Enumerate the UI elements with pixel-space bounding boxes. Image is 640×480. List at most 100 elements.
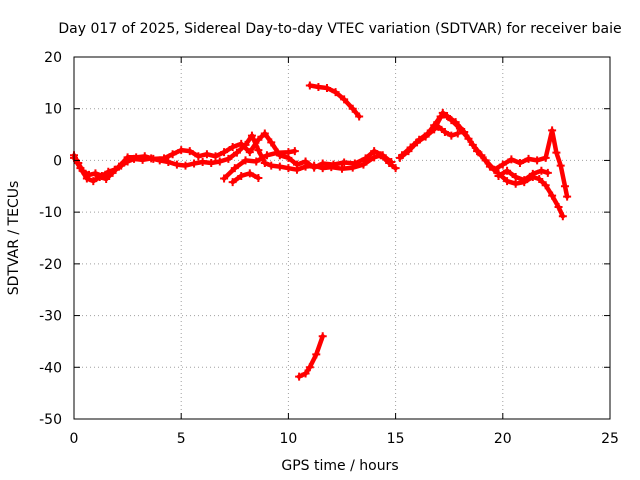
data-point-marker bbox=[438, 108, 447, 117]
data-point-marker bbox=[318, 332, 327, 341]
data-point-marker bbox=[207, 159, 216, 168]
data-point-marker bbox=[520, 176, 529, 185]
data-point-marker bbox=[211, 152, 220, 161]
data-point-marker bbox=[82, 174, 91, 183]
data-point-marker bbox=[262, 151, 271, 160]
data-point-marker bbox=[378, 151, 387, 160]
data-point-marker bbox=[329, 160, 338, 169]
data-point-marker bbox=[172, 160, 181, 169]
data-point-marker bbox=[322, 84, 331, 93]
data-point-marker bbox=[361, 154, 370, 163]
data-point-marker bbox=[232, 148, 241, 157]
y-axis-label: SDTVAR / TECUs bbox=[6, 181, 22, 296]
data-point-marker bbox=[490, 165, 499, 174]
data-point-marker bbox=[185, 147, 194, 156]
data-point-marker bbox=[370, 147, 379, 156]
data-point-marker bbox=[413, 138, 422, 147]
data-point-marker bbox=[348, 104, 357, 113]
data-point-marker bbox=[338, 164, 346, 173]
data-point-marker bbox=[123, 153, 132, 162]
data-point-marker bbox=[331, 88, 340, 97]
data-point-marker bbox=[252, 157, 261, 166]
data-point-marker bbox=[190, 159, 199, 168]
data-point-marker bbox=[355, 112, 364, 121]
x-tick-label: 0 bbox=[70, 431, 79, 447]
data-point-marker bbox=[108, 168, 117, 177]
data-point-marker bbox=[194, 152, 203, 161]
data-point-marker bbox=[528, 169, 537, 178]
data-point-marker bbox=[447, 131, 456, 140]
data-point-marker bbox=[245, 169, 254, 178]
data-point-marker bbox=[481, 156, 490, 165]
data-point-marker bbox=[102, 175, 111, 184]
y-tick-label: -40 bbox=[39, 360, 62, 376]
x-axis-label: GPS time / hours bbox=[281, 458, 398, 474]
data-point-marker bbox=[473, 147, 482, 156]
data-point-marker bbox=[254, 174, 263, 183]
data-point-marker bbox=[511, 179, 520, 188]
data-point-marker bbox=[149, 154, 158, 163]
data-point-marker bbox=[552, 148, 561, 157]
data-point-marker bbox=[548, 191, 557, 200]
data-point-marker bbox=[556, 161, 565, 170]
data-point-marker bbox=[164, 157, 173, 166]
y-tick-label: 10 bbox=[44, 102, 62, 118]
data-point-marker bbox=[160, 154, 169, 163]
data-point-marker bbox=[548, 126, 557, 135]
data-point-marker bbox=[284, 164, 293, 173]
data-point-marker bbox=[292, 160, 301, 169]
data-point-marker bbox=[254, 135, 263, 144]
y-tick-label: -10 bbox=[39, 205, 62, 221]
data-point-marker bbox=[228, 178, 237, 187]
series-track-f bbox=[296, 334, 325, 379]
data-point-marker bbox=[284, 148, 293, 157]
data-point-marker bbox=[132, 153, 141, 162]
x-tick-label: 15 bbox=[387, 431, 405, 447]
y-tick-label: 20 bbox=[44, 50, 62, 66]
data-point-marker bbox=[295, 372, 304, 381]
data-point-marker bbox=[387, 157, 396, 166]
plot-frame bbox=[73, 56, 611, 420]
data-point-marker bbox=[524, 154, 533, 163]
data-point-marker bbox=[168, 150, 177, 159]
data-point-marker bbox=[95, 172, 104, 181]
x-tick-label: 10 bbox=[279, 431, 297, 447]
data-point-marker bbox=[247, 131, 256, 140]
x-tick-label: 25 bbox=[601, 431, 619, 447]
series-track-i bbox=[436, 124, 461, 138]
data-point-marker bbox=[267, 138, 276, 147]
data-point-marker bbox=[181, 161, 190, 170]
data-point-marker bbox=[318, 159, 327, 168]
data-point-marker bbox=[511, 172, 520, 181]
y-tick-label: 0 bbox=[53, 153, 62, 169]
data-point-marker bbox=[515, 159, 524, 168]
data-point-marker bbox=[237, 171, 246, 180]
data-point-marker bbox=[237, 139, 246, 148]
data-point-marker bbox=[305, 363, 314, 372]
data-point-marker bbox=[430, 125, 439, 134]
data-point-marker bbox=[560, 182, 569, 191]
data-point-marker bbox=[241, 156, 250, 165]
data-point-marker bbox=[498, 160, 507, 169]
data-point-marker bbox=[198, 157, 207, 166]
data-point-marker bbox=[314, 82, 323, 91]
data-point-marker bbox=[220, 148, 229, 157]
data-point-marker bbox=[290, 147, 299, 156]
data-point-marker bbox=[215, 157, 224, 166]
data-point-marker bbox=[305, 81, 314, 90]
data-point-marker bbox=[447, 116, 456, 125]
data-point-marker bbox=[140, 152, 149, 161]
data-point-marker bbox=[453, 129, 462, 138]
data-point-marker bbox=[301, 369, 310, 378]
data-point-marker bbox=[245, 148, 254, 157]
data-series bbox=[70, 81, 572, 381]
data-point-marker bbox=[260, 159, 269, 168]
data-point-marker bbox=[115, 162, 124, 171]
data-point-marker bbox=[554, 202, 563, 211]
data-point-marker bbox=[391, 164, 400, 173]
data-point-marker bbox=[350, 159, 359, 168]
data-point-marker bbox=[494, 171, 503, 180]
data-point-marker bbox=[312, 350, 321, 359]
data-point-marker bbox=[503, 166, 512, 175]
